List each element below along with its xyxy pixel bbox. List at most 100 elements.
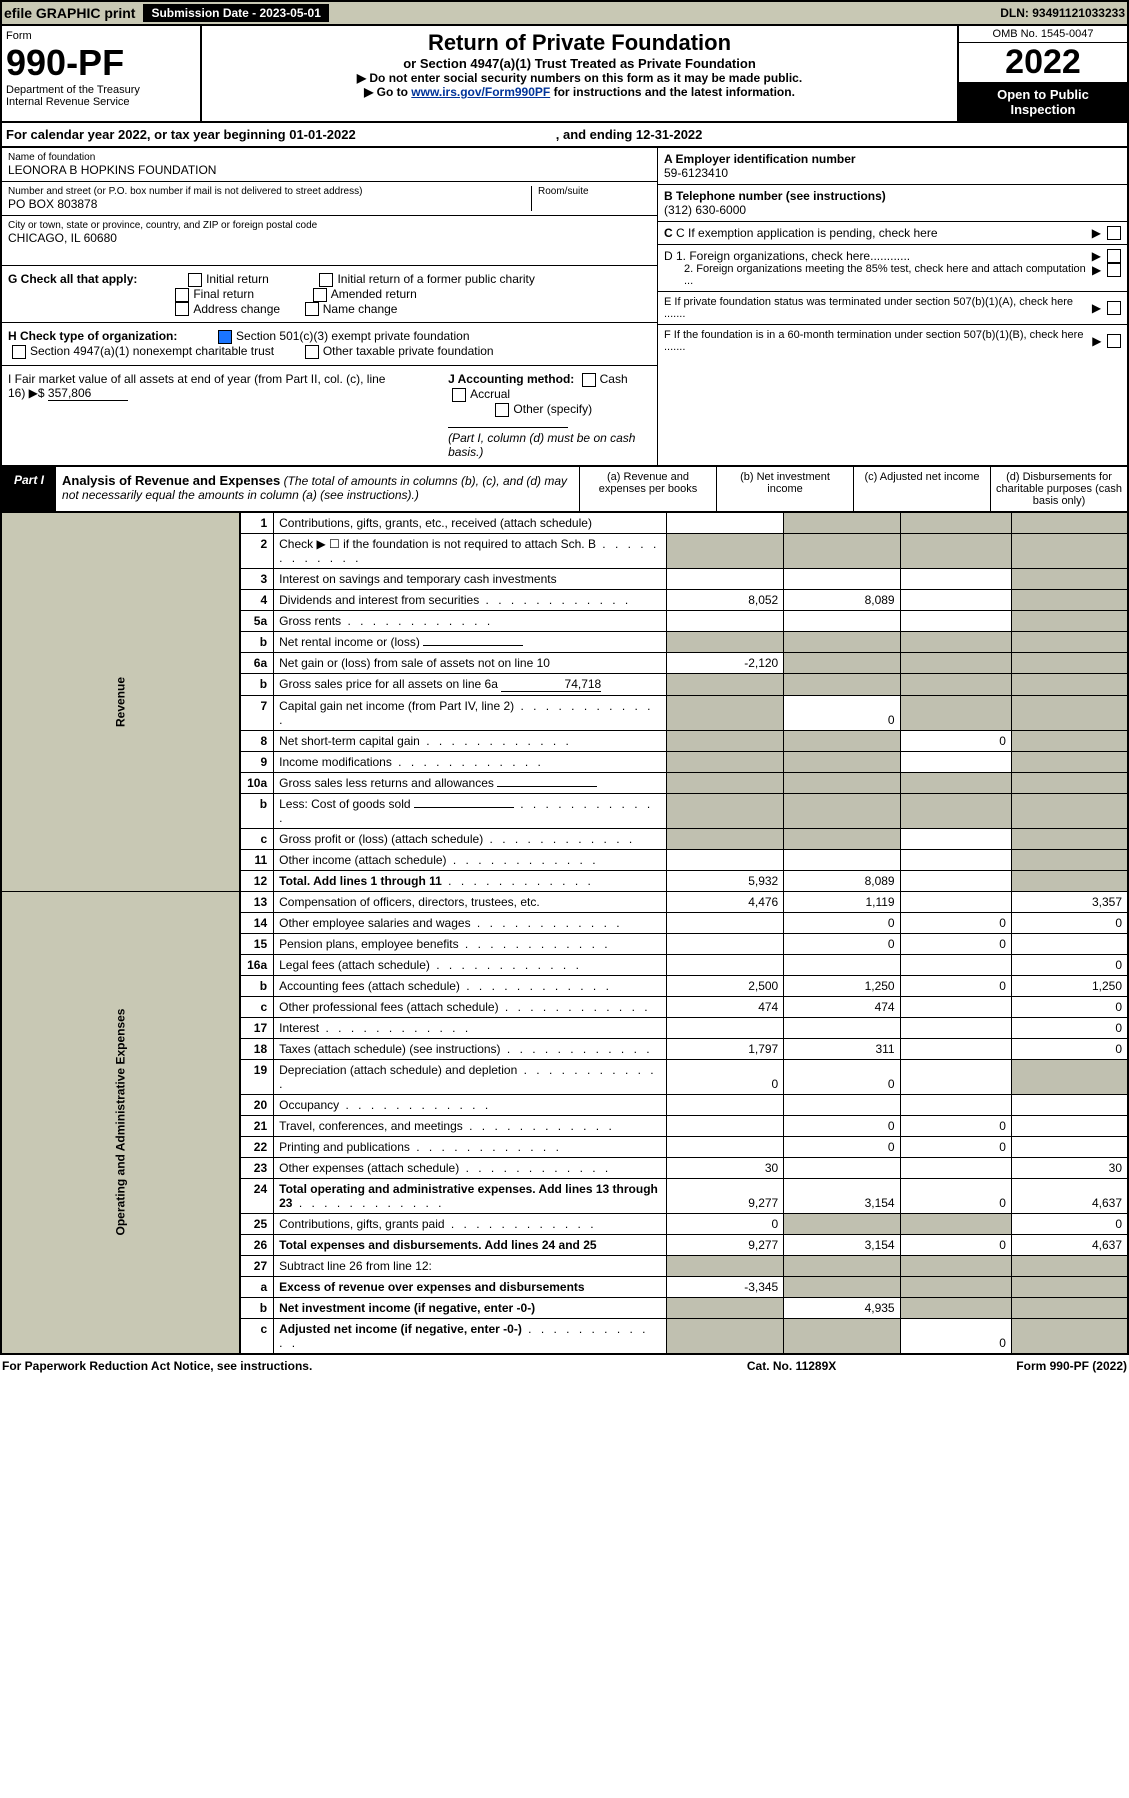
c-lbl: C If exemption application is pending, c…: [676, 226, 938, 240]
value-cell: [900, 828, 1011, 849]
value-cell: 0: [784, 933, 900, 954]
value-cell: [667, 751, 784, 772]
line-desc: Depreciation (attach schedule) and deple…: [274, 1059, 667, 1094]
room-lbl: Room/suite: [538, 186, 651, 197]
value-cell: [784, 513, 900, 534]
line-num: 24: [240, 1178, 274, 1213]
lbl-4947: Section 4947(a)(1) nonexempt charitable …: [30, 344, 274, 358]
col-d-head: (d) Disbursements for charitable purpose…: [990, 467, 1127, 511]
line-num: 13: [240, 891, 274, 912]
value-cell: 0: [784, 1059, 900, 1094]
a-val: 59-6123410: [664, 166, 728, 180]
footer-mid: Cat. No. 11289X: [747, 1359, 836, 1373]
col-b-head: (b) Net investment income: [716, 467, 853, 511]
line-num: a: [240, 1276, 274, 1297]
line-num: b: [240, 793, 274, 828]
cb-c[interactable]: [1107, 226, 1121, 240]
value-cell: [667, 610, 784, 631]
value-cell: [667, 793, 784, 828]
line-num: 10a: [240, 772, 274, 793]
cb-f[interactable]: [1107, 334, 1121, 348]
cb-accrual[interactable]: [452, 388, 466, 402]
value-cell: 0: [900, 1178, 1011, 1213]
cb-d1[interactable]: [1107, 249, 1121, 263]
line-desc: Contributions, gifts, grants, etc., rece…: [274, 513, 667, 534]
line-num: 5a: [240, 610, 274, 631]
value-cell: [900, 1059, 1011, 1094]
cb-other-spec[interactable]: [495, 403, 509, 417]
other-line: [448, 427, 568, 428]
check-h: H Check type of organization: Section 50…: [2, 323, 657, 366]
part1-bar: Part I Analysis of Revenue and Expenses …: [0, 467, 1129, 513]
line-num: 22: [240, 1136, 274, 1157]
value-cell: [1011, 695, 1128, 730]
cell-f: F If the foundation is in a 60-month ter…: [658, 325, 1127, 357]
line-desc: Total expenses and disbursements. Add li…: [274, 1234, 667, 1255]
footer-right: Form 990-PF (2022): [1016, 1359, 1127, 1373]
line-desc: Contributions, gifts, grants paid: [274, 1213, 667, 1234]
open-inspection: Open to Public Inspection: [959, 83, 1127, 121]
line-desc: Check ▶ ☐ if the foundation is not requi…: [274, 533, 667, 568]
line-num: 3: [240, 568, 274, 589]
b-lbl: B Telephone number (see instructions): [664, 189, 886, 203]
line-desc: Printing and publications: [274, 1136, 667, 1157]
value-cell: 8,089: [784, 589, 900, 610]
cb-other-tax[interactable]: [305, 345, 319, 359]
side-label: Operating and Administrative Expenses: [1, 891, 240, 1354]
cb-initial-former[interactable]: [319, 273, 333, 287]
footer-left: For Paperwork Reduction Act Notice, see …: [2, 1359, 312, 1373]
value-cell: [784, 828, 900, 849]
e-lbl: E If private foundation status was termi…: [664, 296, 1092, 320]
line-desc: Other professional fees (attach schedule…: [274, 996, 667, 1017]
cal-end: , and ending 12-31-2022: [556, 127, 703, 142]
cb-initial[interactable]: [188, 273, 202, 287]
line-num: b: [240, 1297, 274, 1318]
value-cell: [784, 652, 900, 673]
irs-link[interactable]: www.irs.gov/Form990PF: [411, 85, 550, 99]
form-title: Return of Private Foundation: [206, 30, 953, 56]
cb-amended[interactable]: [313, 288, 327, 302]
value-cell: [900, 610, 1011, 631]
cell-d: D 1. Foreign organizations, check here..…: [658, 245, 1127, 292]
table-row: Operating and Administrative Expenses13C…: [1, 891, 1128, 912]
value-cell: [1011, 568, 1128, 589]
lbl-other-spec: Other (specify): [513, 402, 592, 416]
line-desc: Taxes (attach schedule) (see instruction…: [274, 1038, 667, 1059]
arrow-d2: ▶: [1092, 263, 1101, 287]
header-left: Form 990-PF Department of the Treasury I…: [2, 26, 202, 121]
value-cell: [900, 772, 1011, 793]
cb-d2[interactable]: [1107, 263, 1121, 277]
value-cell: [900, 673, 1011, 695]
cb-4947[interactable]: [12, 345, 26, 359]
cb-cash[interactable]: [582, 373, 596, 387]
cb-name-change[interactable]: [305, 302, 319, 316]
line-desc: Travel, conferences, and meetings: [274, 1115, 667, 1136]
cb-addr-change[interactable]: [175, 302, 189, 316]
value-cell: [900, 996, 1011, 1017]
lbl-cash: Cash: [600, 372, 628, 386]
value-cell: [1011, 631, 1128, 652]
a-lbl: A Employer identification number: [664, 152, 856, 166]
line-num: 7: [240, 695, 274, 730]
arrow-d1: ▶: [1092, 249, 1101, 263]
table-row: Revenue1Contributions, gifts, grants, et…: [1, 513, 1128, 534]
value-cell: [784, 954, 900, 975]
addr: PO BOX 803878: [8, 197, 531, 211]
arrow-c: ▶: [1092, 226, 1101, 240]
lbl-name-change: Name change: [323, 302, 398, 316]
cb-e[interactable]: [1107, 301, 1121, 315]
cb-final[interactable]: [175, 288, 189, 302]
value-cell: [900, 1255, 1011, 1276]
value-cell: [1011, 1255, 1128, 1276]
arrow-e: ▶: [1092, 301, 1101, 315]
value-cell: [667, 1017, 784, 1038]
line-num: 25: [240, 1213, 274, 1234]
col-c-head: (c) Adjusted net income: [853, 467, 990, 511]
form-label: Form: [6, 30, 196, 42]
cb-501c3[interactable]: [218, 330, 232, 344]
efile-label: efile GRAPHIC print: [4, 5, 135, 21]
value-cell: 0: [1011, 954, 1128, 975]
value-cell: 0: [667, 1059, 784, 1094]
value-cell: 0: [1011, 1017, 1128, 1038]
city-cell: City or town, state or province, country…: [2, 216, 657, 266]
